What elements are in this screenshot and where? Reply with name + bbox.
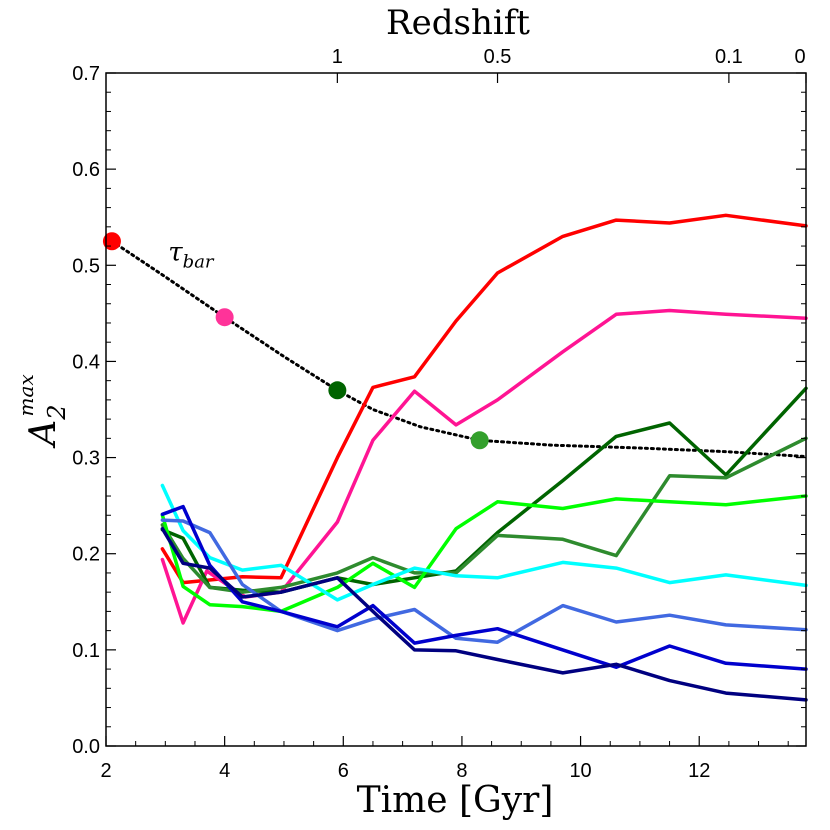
svg-text:A2max: A2 max [14,374,71,448]
series-line-blue [160,504,808,671]
y-axis-title: A2 max [14,374,71,448]
y-tick-label: 0.0 [72,736,100,758]
series-line-navy [160,526,808,702]
tau-bar-curve [110,239,808,459]
x-tick-label: 8 [456,760,467,782]
y-tick-label: 0.7 [72,63,100,85]
top-tick-label: 0.5 [484,46,512,68]
x-tick-label: 6 [338,760,349,782]
tau-bar-marker-3 [328,381,347,400]
top-tick-label: 0 [794,46,805,68]
x-tick-label: 2 [100,760,111,782]
x-tick-label: 4 [219,760,230,782]
y-tick-label: 0.3 [72,448,100,470]
series-line-red [160,213,808,585]
plot-frame [105,72,807,747]
x-tick-label: 12 [688,760,710,782]
tau-bar-annotation-sub: bar [183,251,215,272]
series-line-dark-green [160,386,808,594]
y-axis-title-main: A [23,420,64,449]
y-axis-title-sub: 2 [43,404,71,420]
x-tick-label: 10 [569,760,591,782]
y-tick-label: 0.1 [72,640,100,662]
x-axis-title: Time [Gyr] [357,780,554,821]
tau-bar-annotation-main: τ [168,237,183,267]
plot-area [102,213,808,702]
top-tick-label: 1 [332,46,343,68]
y-tick-label: 0.5 [72,255,100,277]
axes: 2 4 6 8 10 12 0.0 0.1 0.2 0.3 0.4 0.5 0.6 0.7 1 0.5 0.1 0 [72,46,807,782]
top-axis-title: Redshift [386,3,530,43]
series-line-light-blue [160,518,808,644]
series-line-lime [160,494,808,614]
series-line-cyan [160,483,808,602]
y-axis-title-sup: max [14,374,38,416]
tau-bar-marker-4 [470,431,489,450]
tau-bar-marker-2 [215,308,234,327]
y-tick-label: 0.2 [72,544,100,566]
tau-bar-annotation: τbar [168,237,215,272]
y-tick-label: 0.6 [72,159,100,181]
top-tick-label: 0.1 [715,46,743,68]
series-line-pink [160,308,808,625]
y-tick-label: 0.4 [72,351,100,373]
